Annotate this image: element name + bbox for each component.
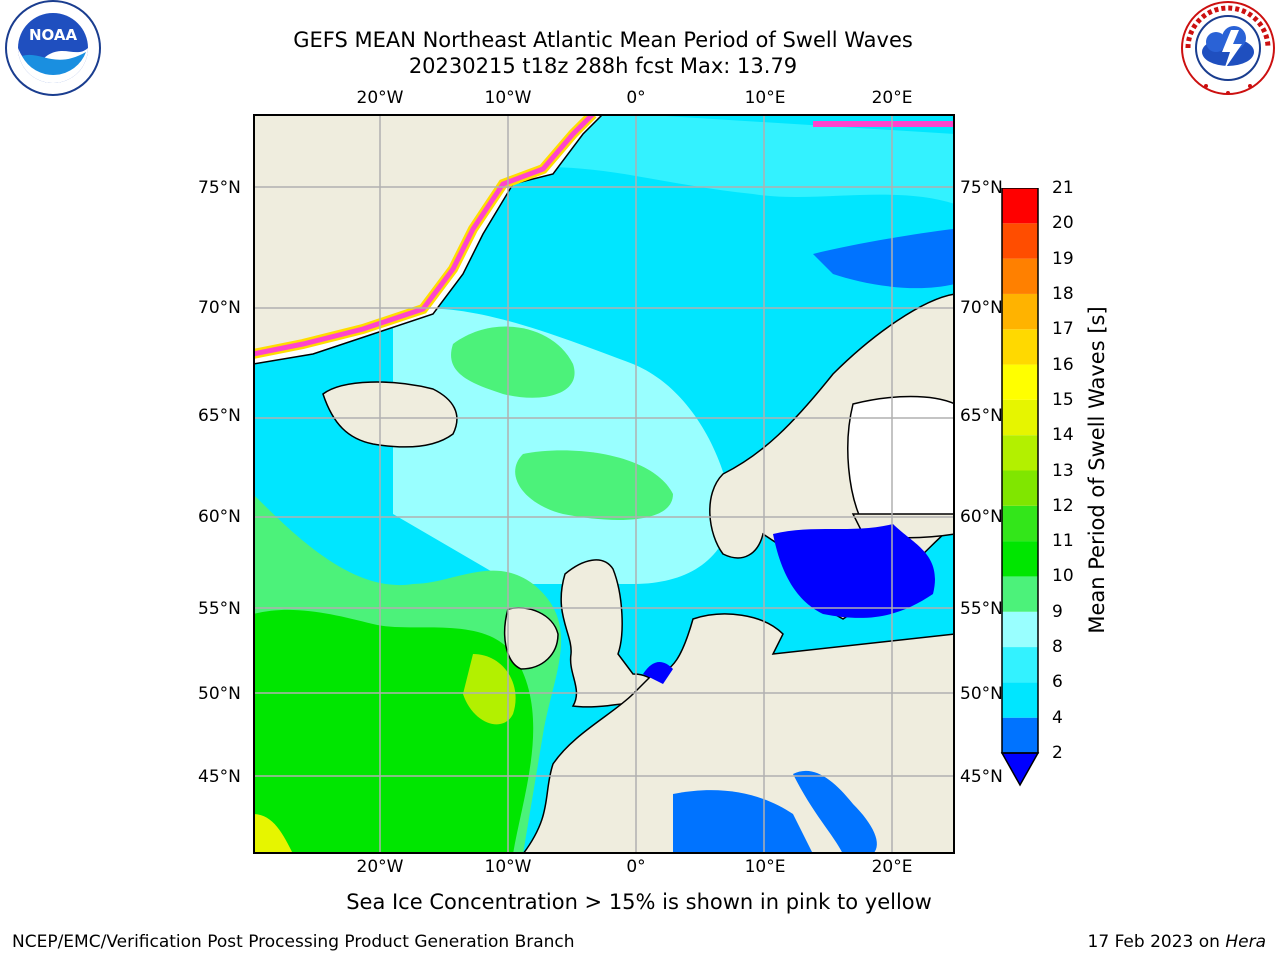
chart-title: GEFS MEAN Northeast Atlantic Mean Period… <box>293 28 913 52</box>
colorbar-tick-label: 20 <box>1052 213 1074 234</box>
english-channel-east <box>643 662 673 684</box>
colorbar-tick-label: 12 <box>1052 495 1074 516</box>
colorbar-band <box>1002 470 1038 506</box>
map-frame <box>253 114 955 854</box>
bothnia-ice <box>847 395 955 525</box>
svg-text:NOAA: NOAA <box>29 26 78 44</box>
ireland <box>503 607 559 670</box>
colorbar-band <box>1002 399 1038 436</box>
lat-label-left: 70°N <box>198 298 241 318</box>
lon-label-top: 0° <box>626 88 646 108</box>
lat-label-right: 55°N <box>960 599 1003 619</box>
colorbar-band <box>1002 576 1038 612</box>
colorbar-tick-label: 4 <box>1052 707 1063 728</box>
ocean-patch-north <box>451 326 575 398</box>
colorbar-tick-label: 8 <box>1052 637 1063 658</box>
lat-label-left: 60°N <box>198 507 241 527</box>
colorbar-tick-label: 11 <box>1052 531 1074 552</box>
swell-period-map <box>253 114 955 854</box>
colorbar-band <box>1002 682 1038 718</box>
colorbar-tick-label: 16 <box>1052 354 1074 375</box>
ocean-patch-13s <box>463 654 516 725</box>
lon-label-top: 10°E <box>744 88 786 108</box>
adriatic-sea <box>793 770 877 854</box>
colorbar-band <box>1002 717 1038 753</box>
enclosed-seas <box>643 524 935 854</box>
colorbar-band <box>1002 223 1038 259</box>
colorbar-band <box>1002 293 1038 330</box>
lat-label-right: 60°N <box>960 507 1003 527</box>
colorbar-tick-label: 10 <box>1052 566 1074 587</box>
western-mediterranean <box>673 790 813 854</box>
lon-label-bottom: 10°E <box>744 857 786 877</box>
colorbar-frame <box>1001 188 1039 754</box>
lat-label-left: 65°N <box>198 406 241 426</box>
footer-host: Hera <box>1225 932 1266 952</box>
graticule <box>253 114 955 854</box>
colorbar-tick-label: 15 <box>1052 389 1074 410</box>
colorbar-band <box>1002 435 1038 471</box>
lat-label-right: 45°N <box>960 767 1003 787</box>
ocean-band-8s <box>493 114 955 204</box>
colorbar-tick-label: 13 <box>1052 460 1074 481</box>
lon-label-bottom: 20°E <box>871 857 913 877</box>
colorbar-tick-label: 14 <box>1052 425 1074 446</box>
chart-subtitle: 20230215 t18z 288h fcst Max: 13.79 <box>408 54 798 78</box>
ocean-patch-barents <box>813 229 955 289</box>
lon-label-bottom: 0° <box>626 857 646 877</box>
colorbar-tick-label: 17 <box>1052 319 1074 340</box>
colorbar-band <box>1002 329 1038 365</box>
iceland <box>322 381 458 448</box>
footer-date-text: 17 Feb 2023 on <box>1087 932 1220 952</box>
lat-label-right: 65°N <box>960 406 1003 426</box>
colorbar-tick-label: 18 <box>1052 283 1074 304</box>
colorbar-tick-label: 21 <box>1052 178 1074 198</box>
colorbar-band <box>1002 611 1038 648</box>
colorbar-tick-label: 2 <box>1052 743 1063 763</box>
lat-label-right: 50°N <box>960 684 1003 704</box>
colorbar-extend-triangle <box>1000 752 1040 787</box>
sea-ice-note: Sea Ice Concentration > 15% is shown in … <box>346 890 932 914</box>
lon-label-top: 10°W <box>484 88 532 108</box>
colorbar-band <box>1002 188 1038 224</box>
footer-date: 17 Feb 2023 on Hera <box>1088 932 1266 952</box>
colorbar <box>1000 188 1040 787</box>
colorbar-tick-label: 9 <box>1052 601 1063 622</box>
footer-credit: NCEP/EMC/Verification Post Processing Pr… <box>12 932 575 952</box>
lon-label-bottom: 10°W <box>484 857 532 877</box>
lat-label-left: 75°N <box>198 178 241 198</box>
colorbar-band <box>1002 541 1038 577</box>
sea-ice-edge <box>253 114 953 359</box>
colorbar-band <box>1002 647 1038 683</box>
ocean-patch-14s <box>253 814 293 854</box>
lat-label-left: 55°N <box>198 599 241 619</box>
baltic-sea <box>773 524 935 618</box>
lon-label-bottom: 20°W <box>356 857 404 877</box>
lat-label-left: 50°N <box>198 684 241 704</box>
lon-label-top: 20°W <box>356 88 404 108</box>
colorbar-band <box>1002 505 1038 542</box>
colorbar-tick-label: 6 <box>1052 672 1063 693</box>
lat-label-right: 75°N <box>960 178 1003 198</box>
lat-label-right: 70°N <box>960 298 1003 318</box>
noaa-logo: NOAA <box>5 0 101 96</box>
lon-label-top: 20°E <box>871 88 913 108</box>
ocean-band-11s <box>253 609 534 854</box>
colorbar-tick-label: 19 <box>1052 248 1074 269</box>
ocean-patch-faroe <box>515 450 673 520</box>
ice-outer-edge <box>253 114 595 357</box>
colorbar-label: Mean Period of Swell Waves [s] <box>1085 306 1109 634</box>
colorbar-band <box>1002 364 1038 400</box>
lat-label-left: 45°N <box>198 767 241 787</box>
colorbar-band <box>1002 258 1038 294</box>
nws-logo <box>1181 1 1275 95</box>
